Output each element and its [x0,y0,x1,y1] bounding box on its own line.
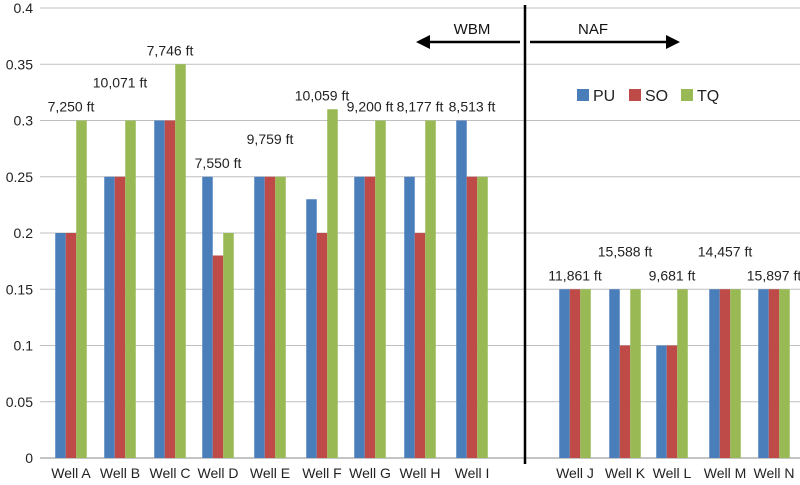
y-tick-label: 0.3 [14,113,34,129]
legend-swatch-pu [577,89,589,101]
bar-pu [609,289,620,458]
depth-label: 7,746 ft [147,42,194,58]
bar-tq [375,120,386,458]
legend-swatch-so [629,89,641,101]
depth-label: 11,861 ft [548,267,602,283]
y-tick-label: 0.35 [6,56,33,72]
x-category-label: Well G [349,465,391,481]
legend-label-so: SO [645,88,668,105]
x-category-label: Well K [605,465,646,481]
x-category-label: Well F [302,465,341,481]
bar-tq [580,289,591,458]
bar-so [114,176,126,458]
bar-so [569,289,581,458]
y-axis-ticks: 0 0.05 0.1 0.15 0.2 0.25 0.3 0.35 0.4 [6,0,33,466]
naf-arrowhead [666,35,680,49]
bar-so [666,345,678,458]
bar-tq [125,120,136,458]
depth-label: 7,250 ft [48,99,95,115]
bar-tq [477,176,488,458]
wbm-label: WBM [454,21,491,38]
bar-pu [254,176,265,458]
region-markers: WBM NAF [416,21,680,49]
x-axis-categories: Well A Well B Well C Well D Well E Well F Well… [51,465,794,481]
bar-pu [306,199,317,458]
x-category-label: Well A [51,465,91,481]
bar-tq [275,176,286,458]
x-category-label: Well M [704,465,747,481]
depth-label: 10,071 ft [93,75,148,91]
x-category-label: Well N [754,465,795,481]
depth-label: 9,759 ft [247,131,294,147]
x-category-label: Well B [100,465,140,481]
bar-so [164,120,176,458]
bar-so [316,233,328,458]
bar-pu [456,120,467,458]
legend-label-tq: TQ [697,88,719,105]
depth-labels: 7,250 ft 10,071 ft 7,746 ft 7,550 ft 9,759 f… [48,42,800,283]
bar-so [619,345,631,458]
x-category-label: Well D [198,465,239,481]
depth-label: 15,897 ft [747,267,800,283]
bar-so [414,233,426,458]
bar-so [212,255,224,458]
bar-so [768,289,780,458]
bar-pu [758,289,769,458]
bar-tq [175,64,186,458]
bar-pu [55,233,66,458]
bar-tq [425,120,436,458]
x-category-label: Well E [250,465,290,481]
y-tick-label: 0.4 [14,0,34,16]
x-category-label: Well L [653,465,692,481]
wbm-arrowhead [416,35,430,49]
bar-tq [677,289,688,458]
depth-label: 9,681 ft [649,267,696,283]
bars [55,64,790,458]
bar-so [264,176,276,458]
bar-tq [76,120,87,458]
bar-so [466,176,478,458]
depth-label: 10,059 ft [295,87,350,103]
x-category-label: Well H [400,465,441,481]
bar-pu [202,176,213,458]
y-tick-label: 0.15 [6,281,33,297]
legend-swatch-tq [681,89,693,101]
bar-so [364,176,376,458]
depth-label: 14,457 ft [698,243,753,259]
x-category-label: Well J [556,465,594,481]
bar-tq [730,289,741,458]
y-tick-label: 0.25 [6,169,33,185]
depth-label: 9,200 ft [347,99,394,115]
bar-pu [656,345,667,458]
bar-so [65,233,77,458]
depth-label: 7,550 ft [195,155,242,171]
bar-pu [354,176,365,458]
depth-label: 8,177 ft [397,99,444,115]
bar-pu [559,289,570,458]
bar-pu [154,120,165,458]
legend-label-pu: PU [593,88,615,105]
bar-pu [404,176,415,458]
bar-pu [104,176,115,458]
bar-tq [779,289,790,458]
bar-tq [630,289,641,458]
y-tick-label: 0.05 [6,394,33,410]
x-category-label: Well C [150,465,191,481]
y-tick-label: 0 [25,450,33,466]
depth-label: 15,588 ft [598,243,653,259]
bar-tq [223,233,234,458]
bar-so [719,289,731,458]
x-category-label: Well I [455,465,490,481]
naf-label: NAF [578,21,608,38]
legend: PU SO TQ [577,88,719,105]
y-tick-label: 0.1 [14,338,34,354]
bar-pu [709,289,720,458]
y-tick-label: 0.2 [14,225,34,241]
bar-tq [327,109,338,458]
depth-label: 8,513 ft [449,99,496,115]
